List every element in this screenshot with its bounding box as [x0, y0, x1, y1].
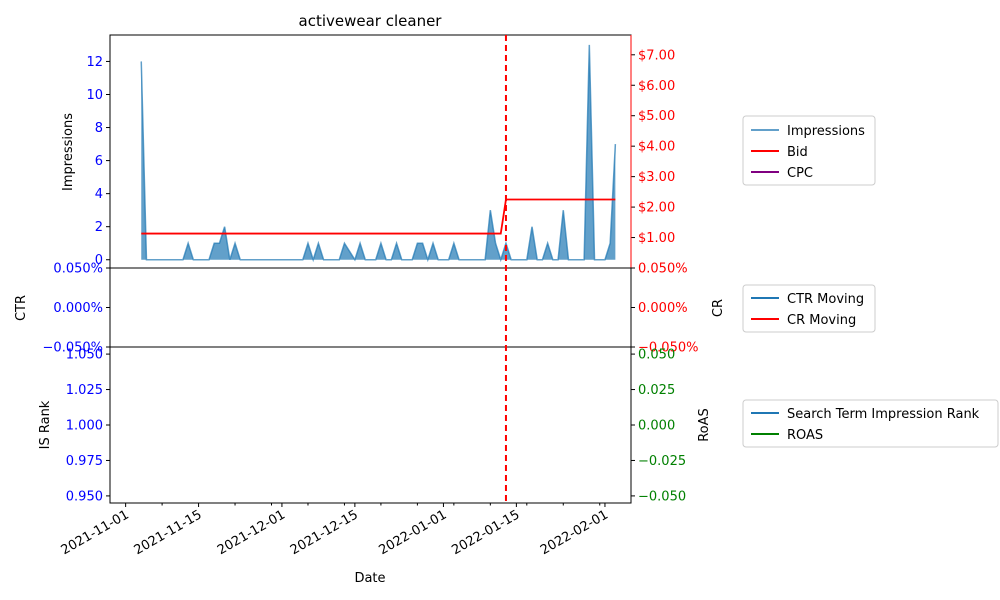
roas-axis-ticks: 0.050 0.025 0.000 −0.025 −0.050 [631, 348, 686, 504]
legend-label-is-rank: Search Term Impression Rank [787, 407, 980, 422]
y2-tick-label: 0.000% [638, 301, 688, 316]
impressions-axis-label: Impressions [61, 113, 76, 191]
legend-label-roas: ROAS [787, 428, 823, 443]
date-axis-label: Date [354, 571, 385, 586]
legend-label-bid: Bid [787, 145, 808, 160]
legend-label-ctr: CTR Moving [787, 292, 864, 307]
legend-label-cr: CR Moving [787, 313, 856, 328]
y-tick-label: 0 [95, 253, 103, 268]
top-legend: Impressions Bid CPC [742, 115, 876, 186]
y2-tick-label: −0.050 [638, 489, 686, 504]
y-tick-label: −0.050% [43, 341, 103, 356]
y-tick-label: 0.000% [53, 301, 103, 316]
y2-tick-label: $7.00 [638, 48, 675, 63]
y-tick-label: 1.025 [66, 383, 103, 398]
impressions-area [140, 44, 617, 263]
bid-axis-ticks: $1.00 $2.00 $3.00 $4.00 $5.00 $6.00 $7.00 [630, 35, 675, 268]
ctr-axis-label: CTR [14, 295, 29, 321]
roas-axis-label: RoAS [697, 408, 712, 442]
y2-tick-label: $6.00 [638, 79, 675, 94]
legend-label-impressions: Impressions [787, 124, 865, 139]
y2-tick-label: $2.00 [638, 201, 675, 216]
middle-legend: CTR Moving CR Moving [742, 284, 876, 333]
impressions-axis-ticks: 0 2 4 6 8 10 12 [86, 55, 110, 268]
impressions-panel: 0 2 4 6 8 10 12 $1.00 $2.00 $3.00 $4.00 $5.00 $6.00… [61, 34, 675, 269]
y2-tick-label: $1.00 [638, 231, 675, 246]
top-legend-box [742, 115, 876, 186]
bid-line [141, 198, 616, 235]
y-tick-label: 12 [86, 55, 103, 70]
y-tick-label: 0.975 [66, 454, 103, 469]
middle-legend-box [742, 284, 876, 333]
y-tick-label: 10 [86, 88, 103, 103]
bid-series-line [141, 198, 616, 235]
bottom-legend-box [742, 399, 999, 448]
y2-tick-label: 0.025 [638, 383, 675, 398]
y2-tick-label: $5.00 [638, 109, 675, 124]
y-tick-label: 8 [95, 121, 103, 136]
chart-title: activewear cleaner [299, 12, 443, 30]
y2-tick-label: 0.000 [638, 419, 675, 434]
y-tick-label: 0.950 [66, 489, 103, 504]
y-tick-label: 6 [95, 154, 103, 169]
y2-tick-label: −0.050% [638, 341, 698, 356]
cr-axis-label: CR [711, 299, 726, 317]
y2-tick-label: 0.050% [638, 262, 688, 277]
bottom-legend: Search Term Impression Rank ROAS [742, 399, 999, 448]
y-tick-label: 1.050 [66, 348, 103, 363]
impressions-line [140, 44, 617, 263]
legend-label-cpc: CPC [787, 166, 813, 181]
is-rank-axis-ticks: 1.050 1.025 1.000 0.975 0.950 [66, 348, 110, 504]
y-tick-label: 2 [95, 220, 103, 235]
y2-tick-label: −0.025 [638, 454, 686, 469]
cr-axis-ticks: 0.050% 0.000% −0.050% [631, 262, 698, 356]
y-tick-label: 1.000 [66, 419, 103, 434]
y-tick-label: 0.050% [53, 262, 103, 277]
is-rank-axis-label: IS Rank [38, 400, 53, 449]
y-tick-label: 4 [95, 187, 103, 202]
ctr-axis-ticks: 0.050% 0.000% −0.050% [43, 262, 110, 356]
y2-tick-label: 0.050 [638, 348, 675, 363]
y2-tick-label: $4.00 [638, 140, 675, 155]
y2-tick-label: $3.00 [638, 170, 675, 185]
